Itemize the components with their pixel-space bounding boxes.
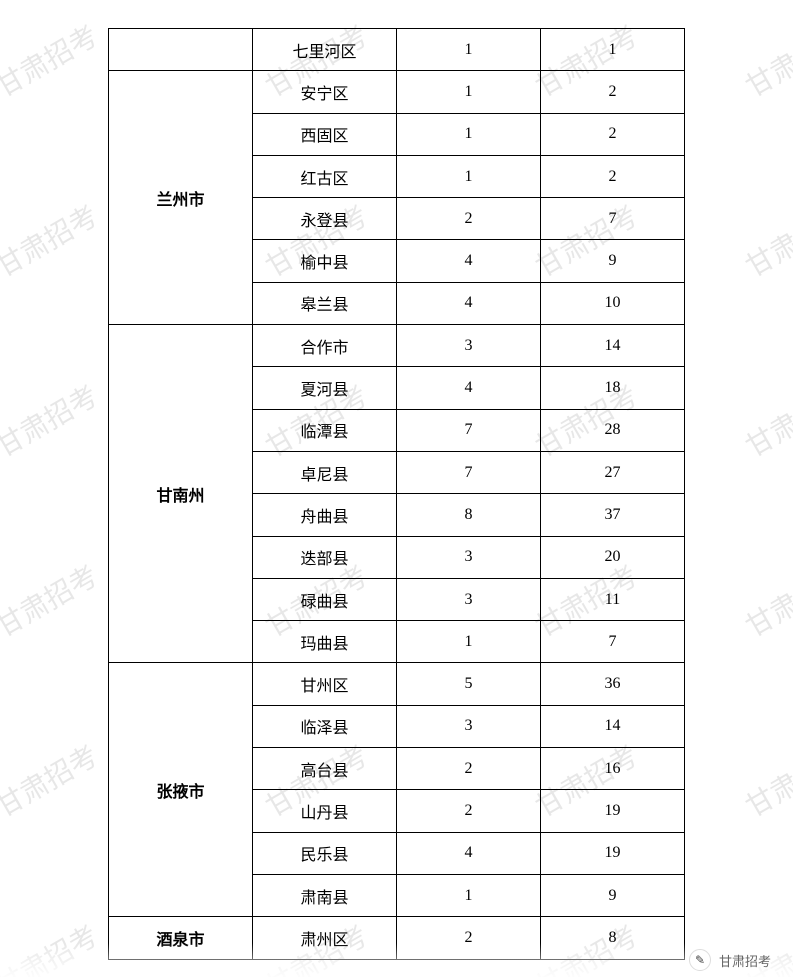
value2-cell: 11 (541, 578, 685, 620)
value2-cell: 27 (541, 451, 685, 493)
value1-cell: 1 (397, 29, 541, 71)
watermark-text: 甘肃招考 (0, 735, 105, 826)
value1-cell: 1 (397, 621, 541, 663)
district-cell: 西固区 (253, 113, 397, 155)
district-cell: 舟曲县 (253, 494, 397, 536)
value2-cell: 7 (541, 198, 685, 240)
district-cell: 迭部县 (253, 536, 397, 578)
watermark-text: 甘肃招考 (0, 15, 105, 106)
value1-cell: 7 (397, 409, 541, 451)
value2-cell: 2 (541, 71, 685, 113)
district-cell: 山丹县 (253, 790, 397, 832)
district-cell: 夏河县 (253, 367, 397, 409)
table-row: 张掖市甘州区536 (109, 663, 685, 705)
value1-cell: 7 (397, 451, 541, 493)
value2-cell: 36 (541, 663, 685, 705)
district-cell: 卓尼县 (253, 451, 397, 493)
table-row: 甘南州合作市314 (109, 325, 685, 367)
value1-cell: 1 (397, 874, 541, 916)
city-cell: 甘南州 (109, 325, 253, 663)
district-cell: 玛曲县 (253, 621, 397, 663)
watermark-text: 甘肃招考 (0, 375, 105, 466)
value1-cell: 4 (397, 240, 541, 282)
watermark-text: 甘肃招考 (738, 735, 793, 826)
value1-cell: 4 (397, 832, 541, 874)
district-cell: 肃南县 (253, 874, 397, 916)
watermark-text: 甘肃招考 (0, 195, 105, 286)
value1-cell: 2 (397, 748, 541, 790)
district-cell: 合作市 (253, 325, 397, 367)
value2-cell: 19 (541, 832, 685, 874)
value2-cell: 16 (541, 748, 685, 790)
footer-overlay: ✎ 甘肃招考 (0, 943, 793, 977)
data-table-wrap: 七里河区11兰州市安宁区12西固区12红古区12永登县27榆中县49皋兰县410… (108, 28, 684, 960)
city-cell: 张掖市 (109, 663, 253, 917)
city-cell (109, 29, 253, 71)
page-root: 甘肃招考甘肃招考甘肃招考甘肃招考甘肃招考甘肃招考甘肃招考甘肃招考甘肃招考甘肃招考… (0, 0, 793, 977)
district-cell: 临泽县 (253, 705, 397, 747)
value2-cell: 2 (541, 155, 685, 197)
value2-cell: 19 (541, 790, 685, 832)
value1-cell: 3 (397, 325, 541, 367)
watermark-text: 甘肃招考 (0, 555, 105, 646)
value2-cell: 9 (541, 240, 685, 282)
district-cell: 高台县 (253, 748, 397, 790)
value2-cell: 20 (541, 536, 685, 578)
watermark-text: 甘肃招考 (738, 15, 793, 106)
district-cell: 永登县 (253, 198, 397, 240)
value2-cell: 18 (541, 367, 685, 409)
watermark-text: 甘肃招考 (738, 195, 793, 286)
district-cell: 榆中县 (253, 240, 397, 282)
district-cell: 安宁区 (253, 71, 397, 113)
data-table: 七里河区11兰州市安宁区12西固区12红古区12永登县27榆中县49皋兰县410… (108, 28, 685, 960)
watermark-text: 甘肃招考 (738, 555, 793, 646)
value2-cell: 10 (541, 282, 685, 324)
district-cell: 碌曲县 (253, 578, 397, 620)
value2-cell: 14 (541, 705, 685, 747)
district-cell: 临潭县 (253, 409, 397, 451)
watermark-text: 甘肃招考 (738, 375, 793, 466)
district-cell: 民乐县 (253, 832, 397, 874)
value1-cell: 1 (397, 155, 541, 197)
value1-cell: 4 (397, 282, 541, 324)
district-cell: 皋兰县 (253, 282, 397, 324)
value2-cell: 2 (541, 113, 685, 155)
value2-cell: 28 (541, 409, 685, 451)
value1-cell: 8 (397, 494, 541, 536)
table-row: 兰州市安宁区12 (109, 71, 685, 113)
value1-cell: 2 (397, 790, 541, 832)
value1-cell: 3 (397, 536, 541, 578)
table-row: 七里河区11 (109, 29, 685, 71)
value2-cell: 1 (541, 29, 685, 71)
value1-cell: 5 (397, 663, 541, 705)
value2-cell: 37 (541, 494, 685, 536)
district-cell: 甘州区 (253, 663, 397, 705)
value2-cell: 14 (541, 325, 685, 367)
value2-cell: 7 (541, 621, 685, 663)
value1-cell: 1 (397, 71, 541, 113)
value2-cell: 9 (541, 874, 685, 916)
district-cell: 红古区 (253, 155, 397, 197)
value1-cell: 3 (397, 578, 541, 620)
value1-cell: 2 (397, 198, 541, 240)
value1-cell: 1 (397, 113, 541, 155)
value1-cell: 3 (397, 705, 541, 747)
city-cell: 兰州市 (109, 71, 253, 325)
value1-cell: 4 (397, 367, 541, 409)
footer-avatar-icon: ✎ (689, 949, 711, 971)
district-cell: 七里河区 (253, 29, 397, 71)
footer-text: 甘肃招考 (719, 951, 771, 970)
